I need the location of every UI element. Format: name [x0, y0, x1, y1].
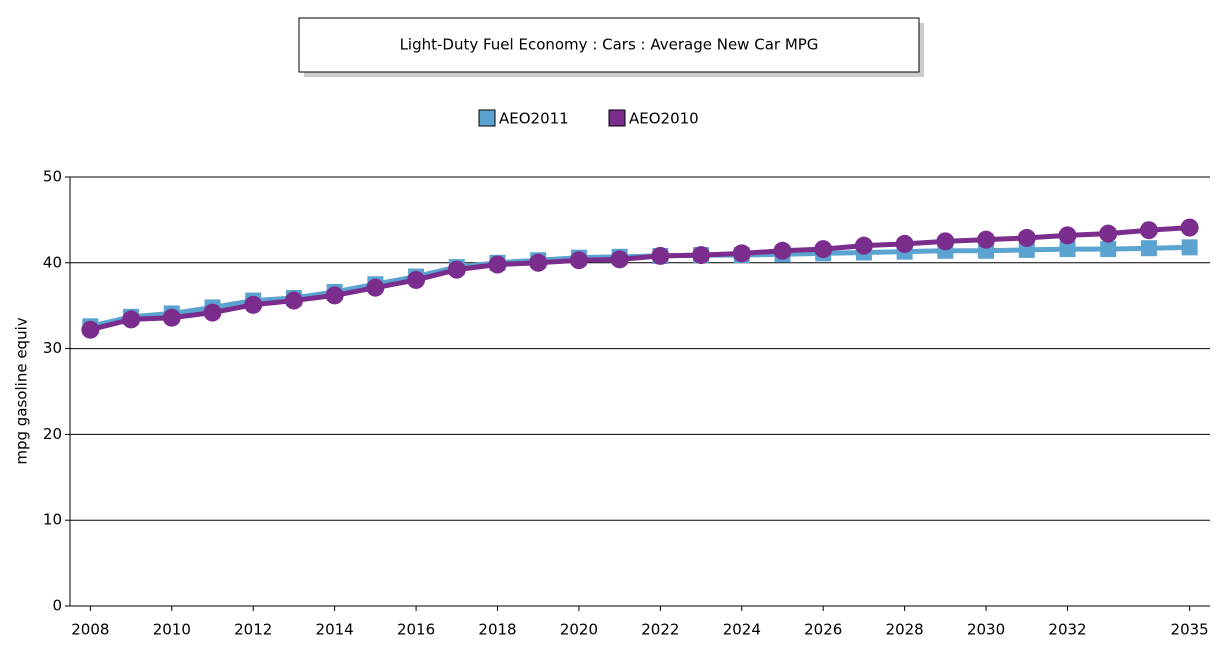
point — [1180, 218, 1199, 237]
x-tick-label: 2020 — [560, 621, 598, 639]
legend-swatch — [608, 109, 626, 127]
y-tick-label: 10 — [43, 511, 62, 529]
point — [529, 253, 548, 272]
point — [244, 295, 263, 314]
y-tick-label: 30 — [43, 339, 62, 357]
x-tick-label: 2026 — [804, 621, 842, 639]
x-tick-label: 2016 — [397, 621, 435, 639]
chart-title: Light-Duty Fuel Economy : Cars : Average… — [400, 36, 819, 54]
title-box — [298, 17, 920, 73]
legend-label: AEO2011 — [499, 110, 569, 128]
point — [1100, 241, 1117, 258]
x-tick-label: 2012 — [234, 621, 272, 639]
x-tick-label: 2014 — [316, 621, 354, 639]
y-tick-label: 50 — [43, 168, 62, 186]
point — [1139, 221, 1158, 240]
point — [162, 308, 181, 327]
x-tick-label: 2022 — [641, 621, 679, 639]
x-tick-label: 2032 — [1048, 621, 1086, 639]
x-tick-label: 2035 — [1171, 621, 1209, 639]
point — [407, 270, 426, 289]
x-tick-label: 2024 — [723, 621, 761, 639]
y-axis-label: mpg gasoline equiv — [13, 317, 31, 464]
x-tick-label: 2010 — [153, 621, 191, 639]
y-tick-label: 40 — [43, 253, 62, 271]
point — [773, 241, 792, 260]
legend-swatch — [478, 109, 496, 127]
x-tick-label: 2028 — [886, 621, 924, 639]
point — [447, 260, 466, 279]
point — [1181, 239, 1198, 256]
point — [1140, 240, 1157, 257]
point — [854, 236, 873, 255]
point — [1099, 224, 1118, 243]
point — [122, 310, 141, 329]
point — [488, 255, 507, 274]
x-tick-label: 2018 — [478, 621, 516, 639]
point — [366, 278, 385, 297]
point — [81, 320, 100, 339]
point — [569, 251, 588, 270]
point — [284, 291, 303, 310]
x-tick-label: 2030 — [967, 621, 1005, 639]
point — [895, 234, 914, 253]
point — [610, 250, 629, 269]
point — [1059, 241, 1076, 258]
point — [977, 230, 996, 249]
y-tick-label: 20 — [43, 425, 62, 443]
point — [1017, 228, 1036, 247]
y-tick-label: 0 — [52, 597, 62, 615]
point — [325, 286, 344, 305]
point — [692, 246, 711, 265]
point — [203, 303, 222, 322]
point — [936, 232, 955, 251]
series-line — [89, 225, 1190, 333]
point — [732, 244, 751, 263]
point — [651, 246, 670, 265]
point — [1058, 226, 1077, 245]
point — [814, 240, 833, 259]
legend-label: AEO2010 — [629, 110, 699, 128]
x-tick-label: 2008 — [71, 621, 109, 639]
